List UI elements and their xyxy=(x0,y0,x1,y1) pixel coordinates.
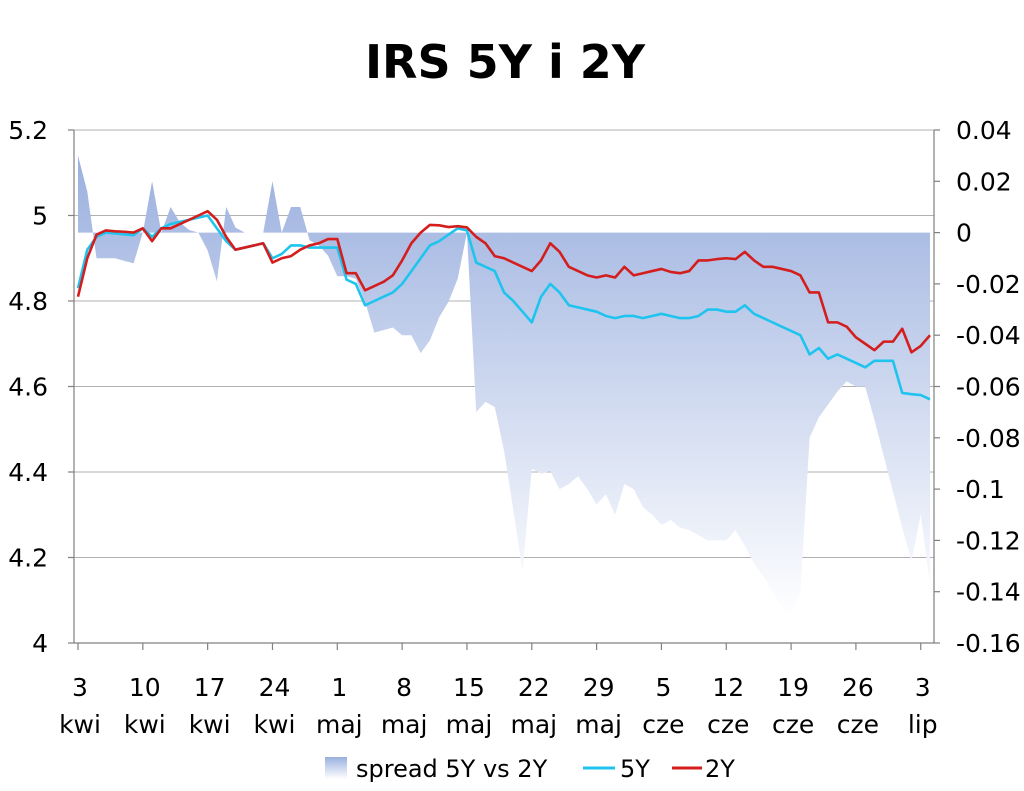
y-right-tick-label: -0.14 xyxy=(956,578,1021,607)
x-tick-label-day: 22 xyxy=(518,673,550,702)
x-tick-label-day: 15 xyxy=(453,673,485,702)
x-tick-label-day: 3 xyxy=(72,673,88,702)
legend-label-2y: 2Y xyxy=(705,755,735,783)
series-line-2y xyxy=(76,209,931,354)
x-tick-label-day: 26 xyxy=(842,673,874,702)
x-tick-label-day: 17 xyxy=(194,673,226,702)
x-tick-label-month: kwi xyxy=(124,710,166,739)
legend: spread 5Y vs 2Y 5Y 2Y xyxy=(325,755,735,783)
legend-label-spread: spread 5Y vs 2Y xyxy=(356,755,548,783)
y-left-tick-label: 4.4 xyxy=(8,458,48,487)
series-line-5y xyxy=(76,214,931,401)
x-tick-label-day: 29 xyxy=(583,673,615,702)
x-tick-label-month: cze xyxy=(642,710,684,739)
x-tick-label-month: maj xyxy=(575,710,622,739)
y-left-tick-label: 5.2 xyxy=(8,116,48,145)
x-tick-label-day: 10 xyxy=(129,673,161,702)
x-tick-label-month: kwi xyxy=(59,710,101,739)
x-tick-label-month: maj xyxy=(381,710,428,739)
legend-label-5y: 5Y xyxy=(620,755,650,783)
y-right-tick-label: -0.06 xyxy=(956,373,1021,402)
axes: 5.2 5 4.8 4.6 4.4 4.2 4 0.04 0.02 0 -0.02 -0.04 -0.0… xyxy=(8,116,1020,739)
x-tick-label-month: maj xyxy=(446,710,493,739)
y-right-tick-label: -0.16 xyxy=(956,629,1021,658)
y-right-tick-label: -0.12 xyxy=(956,526,1021,555)
plot-area xyxy=(76,155,931,618)
x-tick-label-day: 8 xyxy=(396,673,412,702)
y-right-tick-label: 0.04 xyxy=(956,116,1012,145)
y-left-tick-label: 4.2 xyxy=(8,544,48,573)
y-right-tick-label: 0 xyxy=(956,219,972,248)
x-tick-label-day: 5 xyxy=(655,673,671,702)
x-tick-label-day: 12 xyxy=(712,673,744,702)
x-tick-label-month: lip xyxy=(908,710,938,739)
x-tick-label-month: cze xyxy=(772,710,814,739)
x-tick-label-day: 1 xyxy=(331,673,347,702)
y-left-tick-label: 4 xyxy=(32,629,48,658)
x-tick-label-day: 3 xyxy=(915,673,931,702)
series-spread-area xyxy=(78,155,930,618)
x-tick-label-month: kwi xyxy=(254,710,296,739)
chart-title: IRS 5Y i 2Y xyxy=(365,35,646,89)
y-left-tick-label: 4.8 xyxy=(8,287,48,316)
x-tick-label-day: 19 xyxy=(777,673,809,702)
x-tick-label-month: cze xyxy=(837,710,879,739)
x-tick-label-month: cze xyxy=(707,710,749,739)
x-tick-label-month: maj xyxy=(316,710,363,739)
y-left-tick-label: 5 xyxy=(32,202,48,231)
x-tick-label-month: kwi xyxy=(189,710,231,739)
y-left-tick-label: 4.6 xyxy=(8,373,48,402)
y-right-tick-label: -0.04 xyxy=(956,321,1021,350)
y-right-tick-label: -0.02 xyxy=(956,270,1021,299)
x-tick-label-month: maj xyxy=(510,710,557,739)
x-tick-label-day: 24 xyxy=(259,673,291,702)
y-right-tick-label: 0.02 xyxy=(956,167,1012,196)
y-right-tick-label: -0.1 xyxy=(956,475,1005,504)
legend-swatch-spread xyxy=(325,757,347,779)
y-right-tick-label: -0.08 xyxy=(956,424,1021,453)
